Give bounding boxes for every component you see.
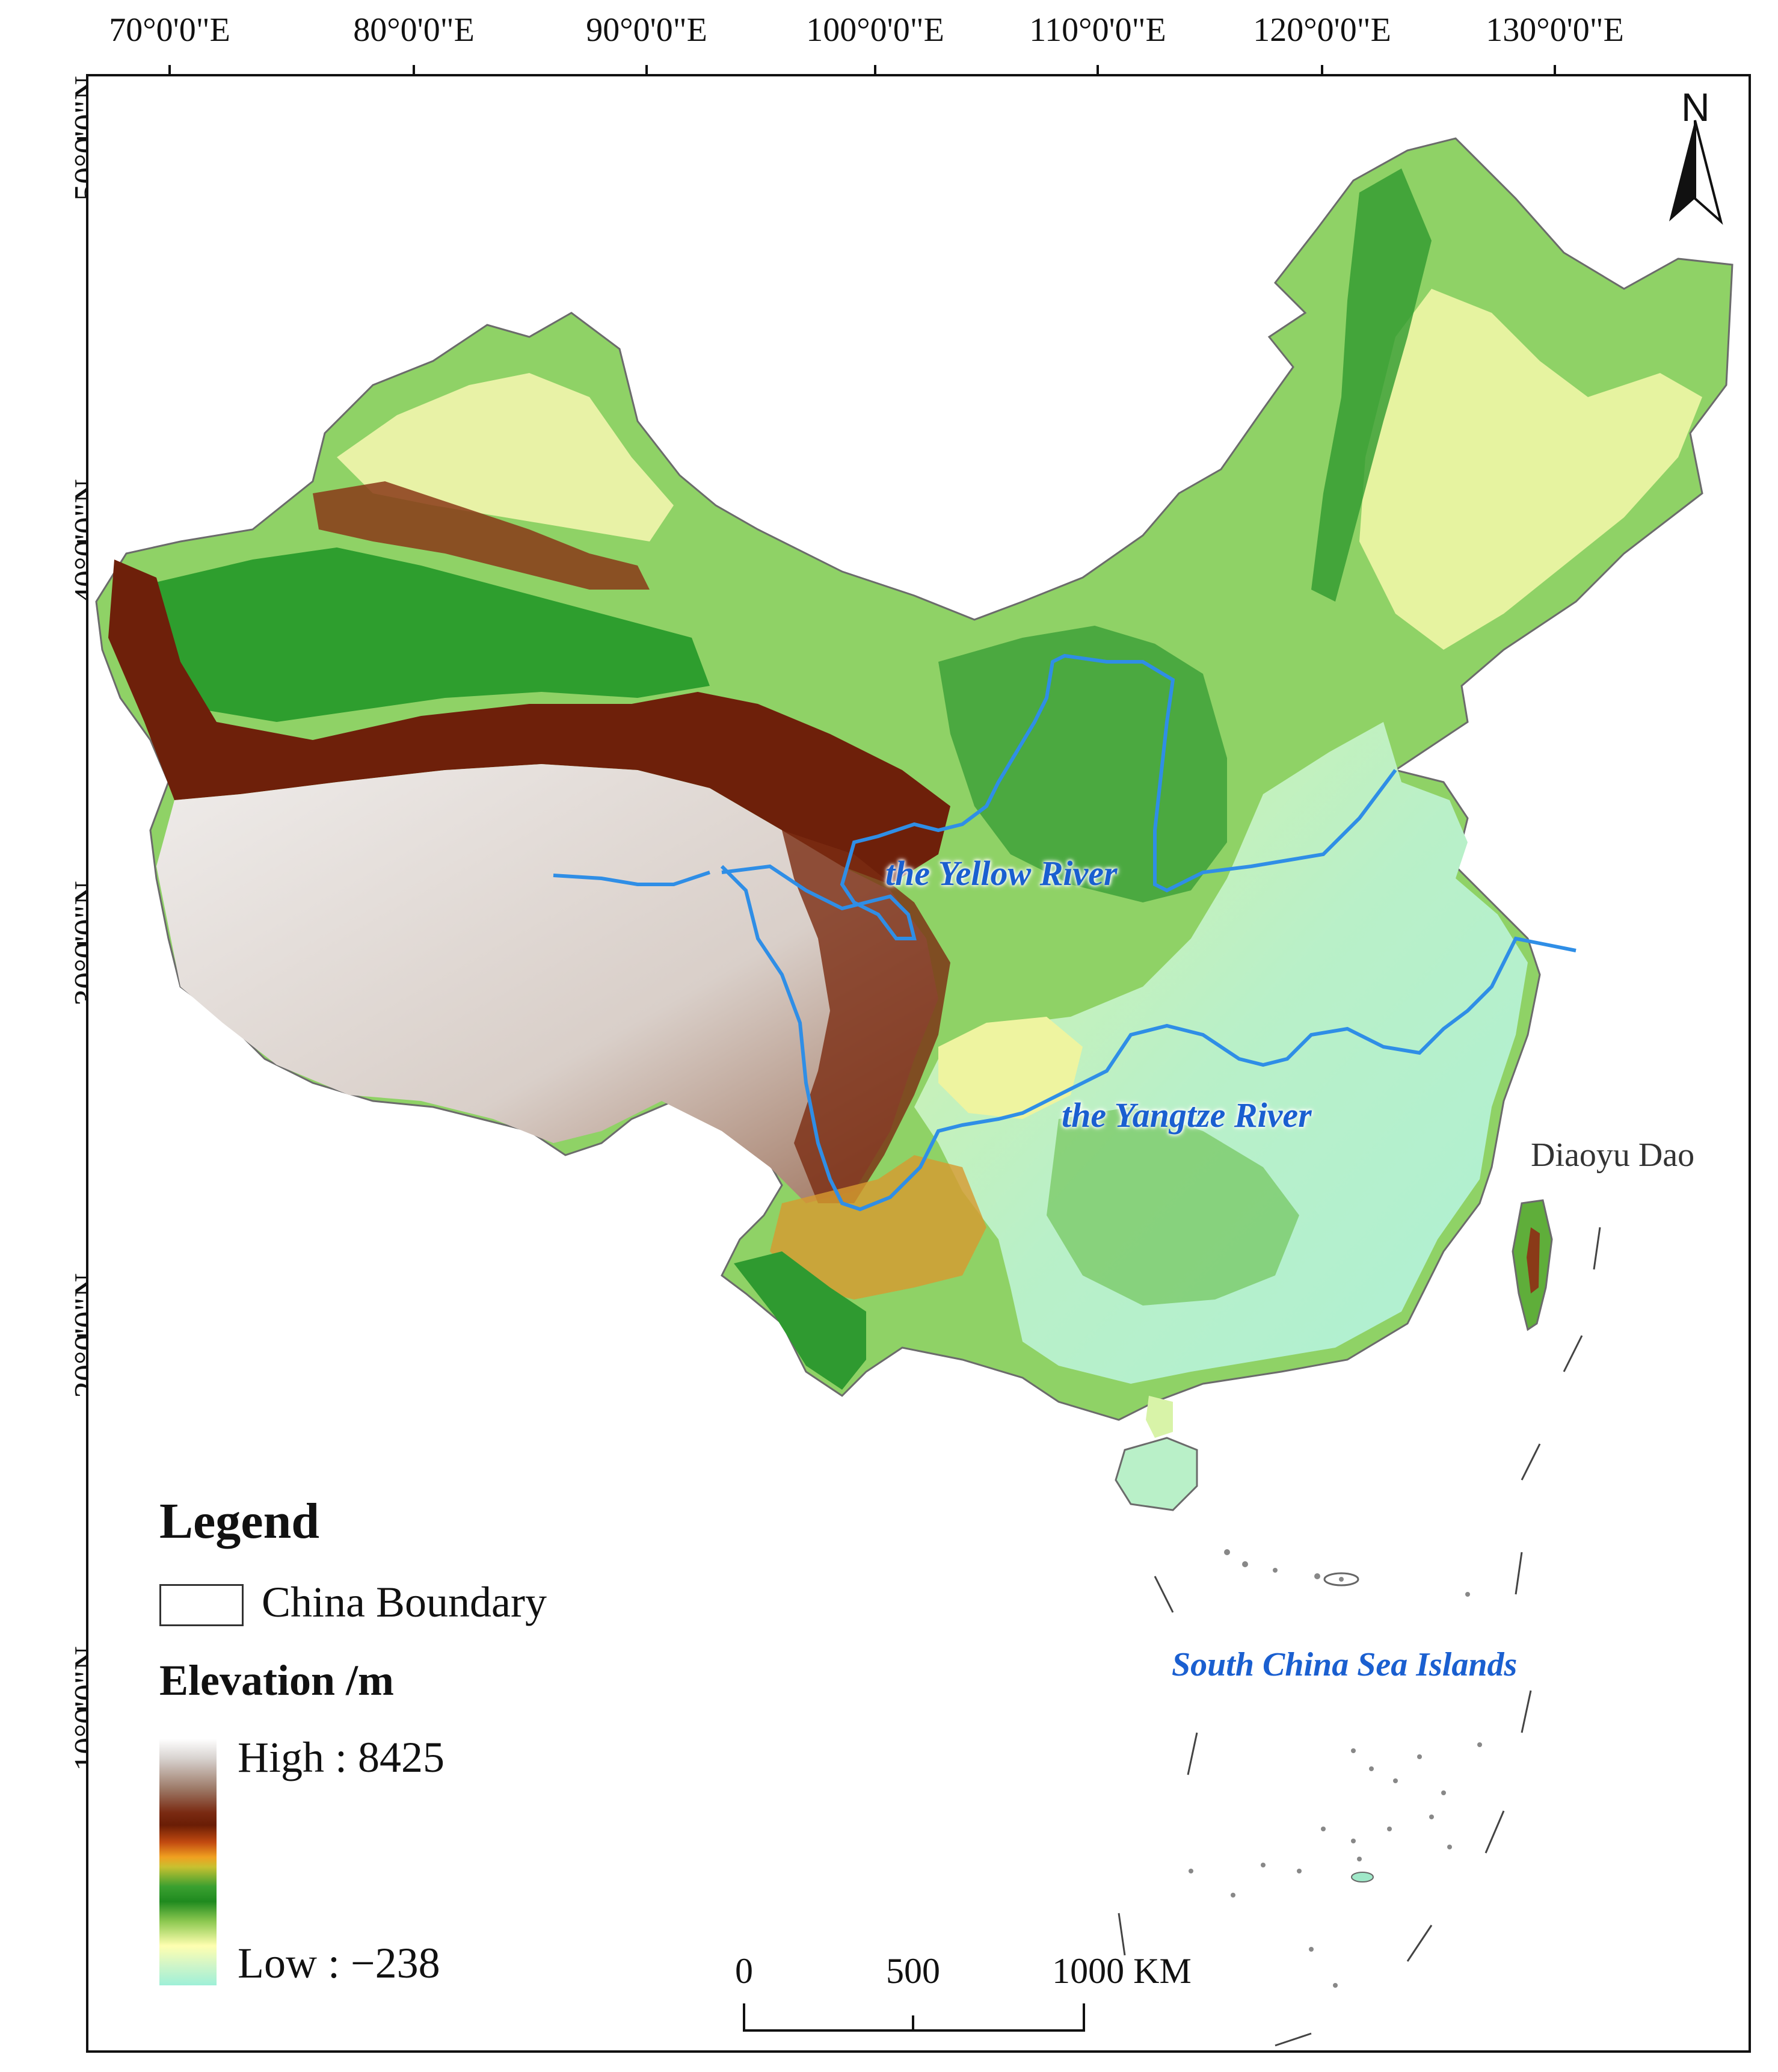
sichuan-basin [938, 1017, 1083, 1119]
southern-hills [1047, 1107, 1299, 1306]
longitude-tick-110e: 110°0'0"E [1029, 11, 1166, 49]
diaoyu-dao-label: Diaoyu Dao [1531, 1136, 1695, 1174]
northeast-plain [1359, 289, 1702, 650]
legend-title: Legend [159, 1493, 320, 1549]
tian-shan [313, 481, 650, 590]
hainan-island [1115, 1437, 1198, 1511]
graticule-ticks [77, 65, 1556, 1710]
hengduan-mountains [782, 830, 950, 1203]
longitude-tick-130e: 130°0'0"E [1486, 11, 1624, 49]
yunnan-plateau [770, 1155, 986, 1300]
north-arrow-icon [1669, 120, 1723, 225]
elevation-low-label: Low : −238 [238, 1939, 440, 1987]
longitude-tick-120e: 120°0'0"E [1253, 11, 1391, 49]
longitude-tick-90e: 90°0'0"E [586, 11, 707, 49]
elevation-high-label: High : 8425 [238, 1733, 445, 1781]
maritime-boundary-dashes [1118, 1227, 1601, 2047]
china-boundary-swatch [159, 1584, 244, 1626]
southwest-green [734, 1251, 866, 1390]
leizhou-peninsula [1146, 1396, 1173, 1438]
yellow-river [721, 653, 1397, 940]
yangtze-river-label: the Yangtze River [1062, 1096, 1312, 1135]
scale-bar [743, 2003, 1085, 2032]
scale-label-1000km: 1000 KM [1052, 1951, 1192, 1991]
tibetan-plateau [156, 764, 938, 1203]
longitude-tick-100e: 100°0'0"E [806, 11, 944, 49]
south-china-sea-islands-dots [1189, 1549, 1482, 1988]
yellow-river-label: the Yellow River [885, 854, 1118, 893]
greater-khingan [1311, 168, 1432, 602]
yellow-river-upper [553, 871, 710, 886]
kunlun-mountains [108, 560, 950, 884]
elevation-color-ramp [159, 1739, 217, 1985]
north-label: N [1681, 85, 1710, 129]
china-boundary-label: China Boundary [262, 1578, 547, 1626]
taiwan-mountains [1527, 1227, 1540, 1293]
scale-label-0: 0 [735, 1951, 753, 1991]
yangtze-river [720, 865, 1577, 1212]
elevation-legend-title: Elevation /m [159, 1656, 394, 1704]
south-china-sea-islands-label: South China Sea Islands [1172, 1646, 1518, 1683]
longitude-tick-70e: 70°0'0"E [109, 11, 230, 49]
longitude-tick-80e: 80°0'0"E [353, 11, 475, 49]
scale-label-500: 500 [886, 1951, 940, 1991]
tarim-basin [150, 547, 710, 722]
